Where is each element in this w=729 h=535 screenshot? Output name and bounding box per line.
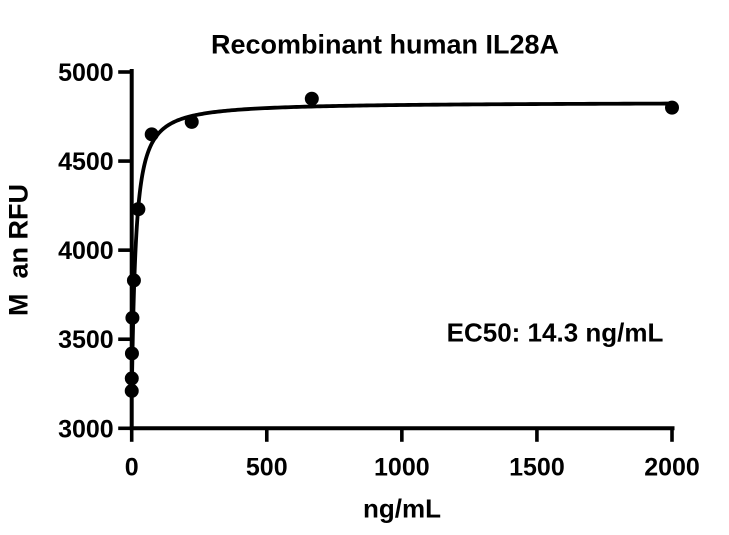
chart-title: Recombinant human IL28A bbox=[210, 29, 560, 60]
data-point bbox=[125, 310, 140, 325]
x-tick-label: 500 bbox=[246, 453, 288, 481]
x-tick-label: 1000 bbox=[374, 453, 430, 481]
y-axis-title: M an RFU bbox=[3, 184, 34, 316]
data-point bbox=[184, 114, 199, 129]
fit-curve bbox=[129, 101, 674, 399]
data-point bbox=[124, 346, 139, 361]
x-tick-label: 0 bbox=[125, 453, 139, 481]
y-tick-label: 4000 bbox=[58, 237, 114, 265]
data-point bbox=[126, 273, 141, 288]
y-tick-label: 3500 bbox=[58, 326, 114, 354]
x-axis-title: ng/mL bbox=[363, 493, 441, 524]
data-point bbox=[124, 383, 139, 398]
x-tick-label: 2000 bbox=[644, 453, 700, 481]
y-tick-label: 3000 bbox=[58, 415, 114, 443]
data-point bbox=[304, 91, 319, 106]
ec50-annotation: EC50: 14.3 ng/mL bbox=[446, 317, 664, 348]
y-tick-label: 5000 bbox=[58, 59, 114, 87]
x-tick-label: 1500 bbox=[509, 453, 565, 481]
y-tick-label: 4500 bbox=[58, 148, 114, 176]
data-point bbox=[131, 202, 146, 217]
data-point bbox=[124, 371, 139, 386]
data-point bbox=[665, 100, 679, 115]
data-point bbox=[144, 127, 159, 142]
